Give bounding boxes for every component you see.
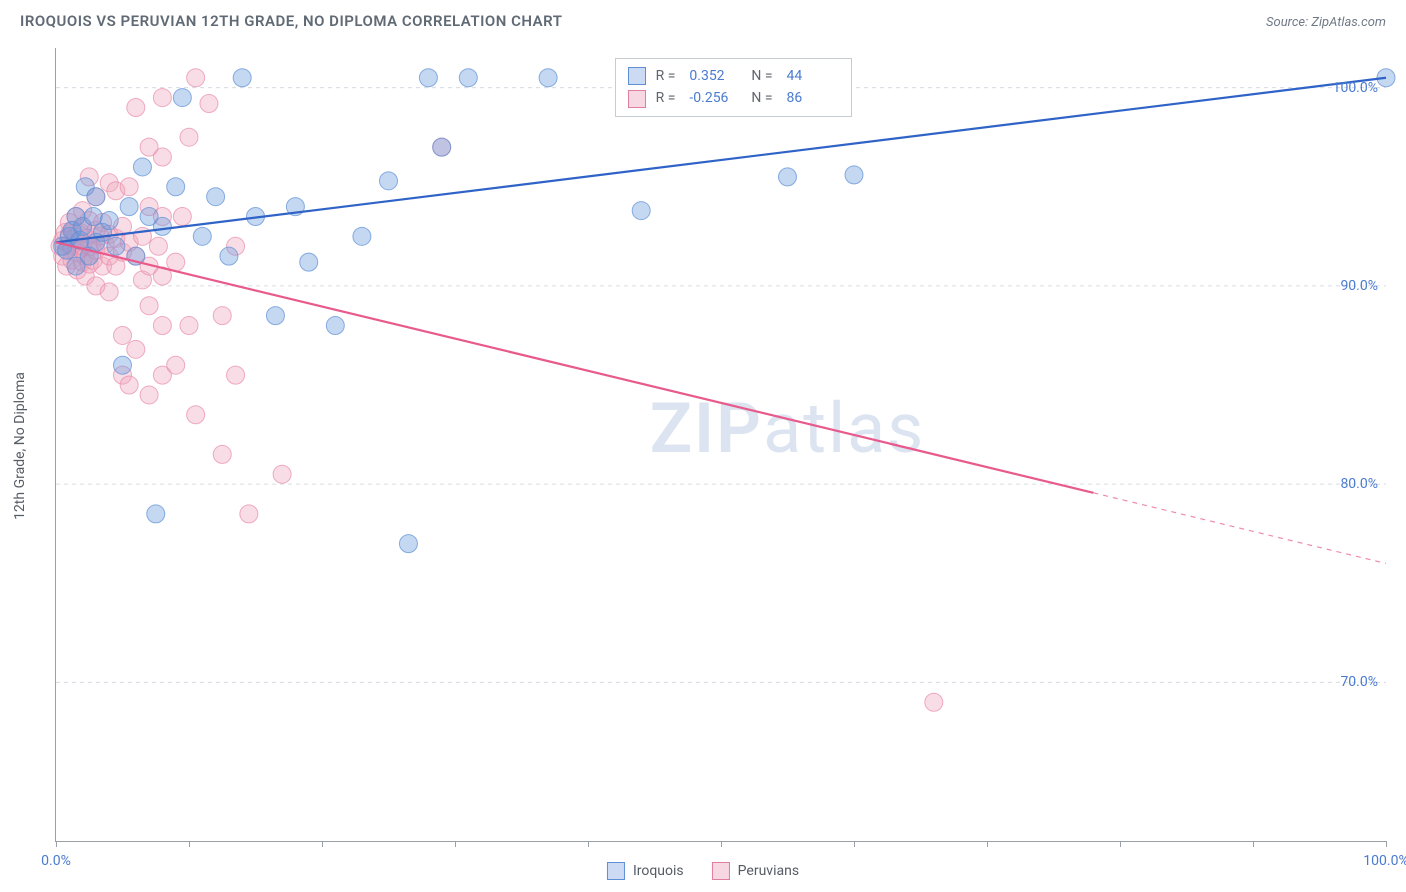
scatter-point — [120, 376, 138, 394]
legend-label: Iroquois — [633, 863, 684, 879]
scatter-point — [114, 356, 132, 374]
scatter-point — [147, 505, 165, 523]
y-axis-title: 12th Grade, No Diploma — [12, 372, 28, 520]
scatter-point — [153, 148, 171, 166]
x-tick — [455, 841, 456, 847]
scatter-point — [380, 172, 398, 190]
trend-line — [56, 242, 1093, 493]
scatter-point — [87, 188, 105, 206]
x-tick — [189, 841, 190, 847]
scatter-point — [200, 95, 218, 113]
x-tick — [721, 841, 722, 847]
swatch-icon — [628, 90, 646, 108]
scatter-point — [120, 198, 138, 216]
scatter-point — [153, 217, 171, 235]
x-tick — [322, 841, 323, 847]
scatter-point — [779, 168, 797, 186]
y-tick-label: 90.0% — [1340, 278, 1378, 294]
scatter-point — [266, 307, 284, 325]
y-tick-label: 80.0% — [1340, 476, 1378, 492]
x-tick — [56, 841, 57, 847]
x-tick — [987, 841, 988, 847]
scatter-point — [227, 366, 245, 384]
scatter-point — [433, 138, 451, 156]
scatter-point — [167, 178, 185, 196]
r-value: -0.256 — [689, 87, 741, 109]
scatter-point — [213, 445, 231, 463]
scatter-point — [100, 283, 118, 301]
swatch-icon — [607, 862, 625, 880]
scatter-point — [240, 505, 258, 523]
trend-line-dashed — [1093, 493, 1386, 564]
scatter-point — [114, 326, 132, 344]
scatter-point — [173, 208, 191, 226]
stats-row-iroquois: R = 0.352 N = 44 — [628, 65, 839, 87]
scatter-point — [353, 227, 371, 245]
scatter-point — [180, 128, 198, 146]
stats-row-peruvians: R = -0.256 N = 86 — [628, 87, 839, 109]
scatter-point — [300, 253, 318, 271]
y-tick-label: 70.0% — [1340, 674, 1378, 690]
scatter-point — [153, 317, 171, 335]
chart-area: ZIPatlas 70.0%80.0%90.0%100.0% 0.0% 100.… — [55, 48, 1386, 842]
swatch-icon — [628, 67, 646, 85]
y-tick-label: 100.0% — [1333, 80, 1378, 96]
scatter-point — [632, 202, 650, 220]
scatter-point — [140, 297, 158, 315]
x-axis-min-label: 0.0% — [41, 853, 71, 869]
n-value: 86 — [787, 87, 839, 109]
scatter-point — [220, 247, 238, 265]
scatter-point — [120, 178, 138, 196]
scatter-point — [459, 69, 477, 87]
scatter-point — [399, 535, 417, 553]
scatter-point — [233, 69, 251, 87]
scatter-point — [213, 307, 231, 325]
scatter-point — [84, 208, 102, 226]
x-tick — [1120, 841, 1121, 847]
chart-title: IROQUOIS VS PERUVIAN 12TH GRADE, NO DIPL… — [20, 12, 562, 30]
swatch-icon — [712, 862, 730, 880]
legend-item-iroquois: Iroquois — [607, 862, 684, 880]
scatter-point — [925, 693, 943, 711]
scatter-point — [419, 69, 437, 87]
scatter-point — [173, 89, 191, 107]
scatter-point — [845, 166, 863, 184]
scatter-point — [133, 158, 151, 176]
scatter-point — [193, 227, 211, 245]
scatter-point — [539, 69, 557, 87]
x-tick — [1386, 841, 1387, 847]
scatter-point — [100, 211, 118, 229]
series-legend: Iroquois Peruvians — [607, 862, 799, 880]
x-tick — [588, 841, 589, 847]
source-label: Source: ZipAtlas.com — [1266, 15, 1386, 30]
n-value: 44 — [787, 65, 839, 87]
scatter-point — [153, 89, 171, 107]
scatter-point — [187, 406, 205, 424]
scatter-point — [127, 340, 145, 358]
x-tick — [854, 841, 855, 847]
scatter-point — [180, 317, 198, 335]
x-axis-max-label: 100.0% — [1363, 853, 1406, 869]
scatter-point — [107, 237, 125, 255]
scatter-point — [149, 237, 167, 255]
legend-item-peruvians: Peruvians — [712, 862, 799, 880]
r-value: 0.352 — [689, 65, 741, 87]
stats-legend: R = 0.352 N = 44 R = -0.256 N = 86 — [615, 58, 852, 117]
scatter-point — [167, 253, 185, 271]
scatter-point — [273, 465, 291, 483]
legend-label: Peruvians — [738, 863, 799, 879]
scatter-point — [207, 188, 225, 206]
scatter-point — [127, 98, 145, 116]
x-tick — [1253, 841, 1254, 847]
scatter-plot — [56, 48, 1386, 841]
scatter-point — [167, 356, 185, 374]
scatter-point — [187, 69, 205, 87]
scatter-point — [326, 317, 344, 335]
scatter-point — [140, 386, 158, 404]
